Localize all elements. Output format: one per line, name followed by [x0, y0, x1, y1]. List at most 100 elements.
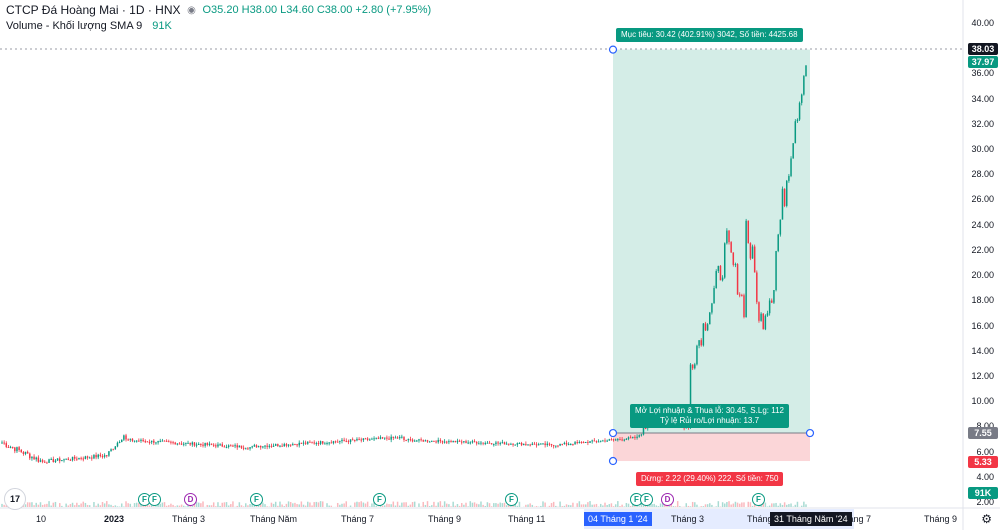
candle-body [691, 364, 694, 369]
volume-bar [738, 503, 741, 507]
candle-body [388, 438, 390, 440]
candle-body [379, 437, 382, 439]
volume-bar [381, 505, 384, 507]
volume-bar [418, 503, 420, 507]
volume-bar [454, 505, 457, 507]
volume-bar [354, 502, 356, 507]
candle-body [279, 445, 281, 447]
candle-body [760, 313, 762, 321]
candle-body [347, 441, 350, 443]
candle-body [456, 440, 459, 443]
eye-icon[interactable]: ◉ [187, 4, 196, 16]
candle-body [223, 446, 226, 448]
volume-bar [540, 505, 542, 507]
volume-bar [595, 503, 598, 507]
candle-body [165, 440, 168, 442]
candle-body [508, 443, 510, 445]
volume-bar [786, 504, 788, 507]
financials-marker[interactable]: F [250, 493, 263, 506]
volume-bar [614, 504, 617, 507]
candle-body [238, 445, 241, 448]
candle-body [619, 439, 621, 441]
volume-bar [764, 502, 767, 507]
candle-body [593, 440, 596, 442]
volume-bar [484, 505, 487, 507]
candle-body [351, 439, 354, 441]
candle-body [345, 440, 348, 442]
loss-zone [613, 433, 810, 462]
financials-marker[interactable]: F [630, 493, 643, 506]
position-handle-0 [608, 45, 618, 54]
volume-bar [610, 503, 613, 507]
financials-marker[interactable]: F [505, 493, 518, 506]
financials-marker[interactable]: F [752, 493, 765, 506]
volume-bar [375, 506, 377, 507]
candle-body [610, 439, 613, 441]
volume-bar [272, 503, 275, 507]
ohlc-values: O35.20 H38.00 L34.60 C38.00 +2.80 (+7.95… [202, 4, 432, 16]
tradingview-logo[interactable]: 17 [4, 488, 26, 510]
gear-icon[interactable]: ⚙ [981, 512, 992, 526]
volume-bar [86, 504, 89, 507]
candle-body [721, 277, 724, 281]
volume-bar [602, 505, 604, 507]
financials-marker[interactable]: F [148, 493, 161, 506]
price-tick-label: 28.00 [971, 169, 994, 180]
volume-bar [80, 503, 82, 507]
candle-body [758, 302, 760, 321]
time-tick-label: Tháng 9 [428, 514, 462, 524]
candle-body [65, 458, 67, 460]
financials-marker[interactable]: F [373, 493, 386, 506]
candle-body [497, 442, 499, 444]
price-tick-label: 22.00 [971, 244, 994, 255]
volume-bar [281, 504, 283, 507]
volume-bar [781, 504, 784, 507]
financials-marker[interactable]: F [640, 493, 653, 506]
candle-body [142, 439, 144, 442]
candle-body [304, 442, 307, 444]
dividend-marker[interactable]: D [184, 493, 197, 506]
price-tick-label: 2.00 [976, 497, 994, 507]
candle-body [356, 438, 358, 441]
volume-bar [349, 505, 352, 507]
candle-body [394, 437, 397, 439]
candle-body [22, 452, 25, 454]
candle-body [215, 445, 217, 447]
volume-bar [488, 503, 491, 507]
volume-value: 91K [152, 20, 172, 32]
volume-bar [215, 506, 217, 507]
dividend-marker[interactable]: D [661, 493, 674, 506]
volume-bar [317, 502, 320, 507]
volume-bar [217, 502, 219, 507]
volume-bar [345, 501, 348, 507]
volume-bar [76, 502, 78, 507]
time-tick-label: Tháng Năm [250, 514, 298, 524]
volume-bar [279, 501, 281, 507]
volume-bar [108, 504, 110, 507]
volume-bar [411, 502, 414, 507]
volume-bar [747, 501, 750, 507]
candle-body [604, 440, 606, 442]
candle-body [294, 444, 296, 446]
volume-bar [61, 505, 63, 507]
volume-bar [493, 503, 495, 507]
volume-bar [54, 501, 57, 507]
volume-label: Volume - Khối lượng SMA 9 [6, 20, 143, 32]
candle-body [503, 442, 506, 445]
volume-bar [302, 504, 305, 507]
candle-body [307, 441, 309, 444]
volume-bar [426, 501, 429, 507]
volume-bar [428, 506, 431, 507]
price-tick-label: 40.00 [971, 18, 994, 28]
volume-bar [642, 505, 645, 507]
volume-bar [401, 502, 403, 507]
candle-body [711, 303, 713, 313]
volume-bar [41, 504, 44, 507]
candle-body [302, 442, 305, 444]
volume-bar [3, 504, 5, 507]
candle-body [35, 457, 37, 460]
candle-body [317, 443, 320, 445]
volume-bar [313, 502, 315, 507]
